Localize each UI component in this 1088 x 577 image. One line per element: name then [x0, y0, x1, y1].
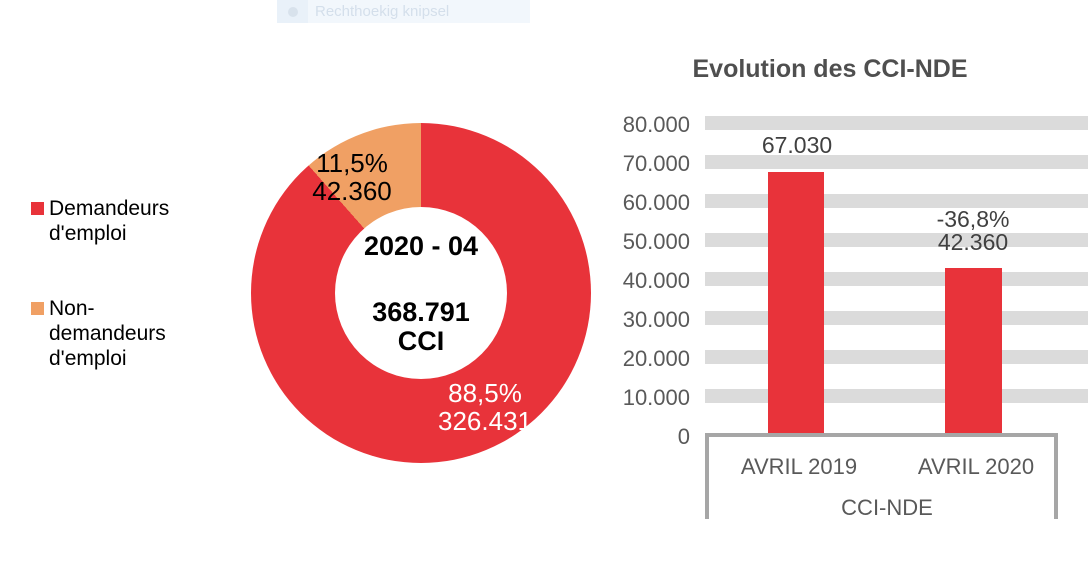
snip-dot-icon [287, 6, 298, 17]
gridline-band [705, 389, 1088, 403]
y-tick-label: 0 [677, 424, 690, 449]
bar-value-label: 67.030 [761, 132, 833, 158]
legend-swatch-red [31, 202, 44, 215]
donut-total: 368.791 [372, 297, 470, 328]
bar-chart-title: Evolution des CCI-NDE [692, 55, 968, 83]
bar-delta-label: -36,8% [936, 206, 1010, 232]
y-tick-label: 60.000 [622, 190, 690, 215]
category-axis-frame: AVRIL 2019 AVRIL 2020 CCI-NDE [705, 433, 1058, 520]
y-tick-label: 10.000 [622, 385, 690, 410]
segment-pct: 11,5% [316, 148, 388, 178]
gridline-band [705, 311, 1088, 325]
y-tick-label: 50.000 [622, 229, 690, 254]
segment-pct: 88,5% [448, 378, 522, 408]
gridline-band [705, 272, 1088, 286]
segment-value: 326.431 [438, 406, 532, 436]
bar-value-label: 42.360 [937, 229, 1009, 255]
legend-item-demandeurs: Demandeurs d'emploi [31, 197, 184, 247]
bar-avril-2020 [945, 268, 1002, 433]
segment-label-demandeurs: 88,5% 326.431 [438, 379, 532, 435]
category-label-avril-2019: AVRIL 2019 [740, 454, 858, 479]
gridline-band [705, 155, 1088, 169]
axis-group-label: CCI-NDE [841, 495, 933, 520]
donut-center: 2020 - 04 368.791 CCI [335, 207, 507, 379]
snip-tool-label: Rechthoekig knipsel [315, 3, 450, 20]
gridline-band [705, 116, 1088, 130]
donut-unit: CCI [397, 325, 445, 356]
y-tick-label: 40.000 [622, 268, 690, 293]
bar-avril-2019 [768, 172, 824, 433]
category-label-avril-2020: AVRIL 2020 [917, 454, 1035, 479]
donut-period: 2020 - 04 [363, 231, 479, 262]
legend-swatch-orange [31, 302, 44, 315]
segment-value: 42.360 [312, 176, 392, 206]
donut-chart: 2020 - 04 368.791 CCI 11,5% 42.360 88,5%… [251, 123, 591, 463]
y-tick-label: 70.000 [622, 151, 690, 176]
y-tick-label: 30.000 [622, 307, 690, 332]
snip-tool-icon-area [277, 0, 308, 23]
snip-tool-overlay[interactable]: Rechthoekig knipsel [277, 0, 530, 23]
y-tick-label: 80.000 [622, 112, 690, 137]
legend-label: Demandeurs d'emploi [49, 197, 170, 245]
legend-item-non-demandeurs: Non-demandeurs d'emploi [31, 297, 184, 371]
y-tick-label: 20.000 [622, 346, 690, 371]
gridline-band [705, 350, 1088, 364]
legend-label: Non-demandeurs d'emploi [49, 297, 166, 370]
segment-label-non-demandeurs: 11,5% 42.360 [312, 149, 392, 205]
